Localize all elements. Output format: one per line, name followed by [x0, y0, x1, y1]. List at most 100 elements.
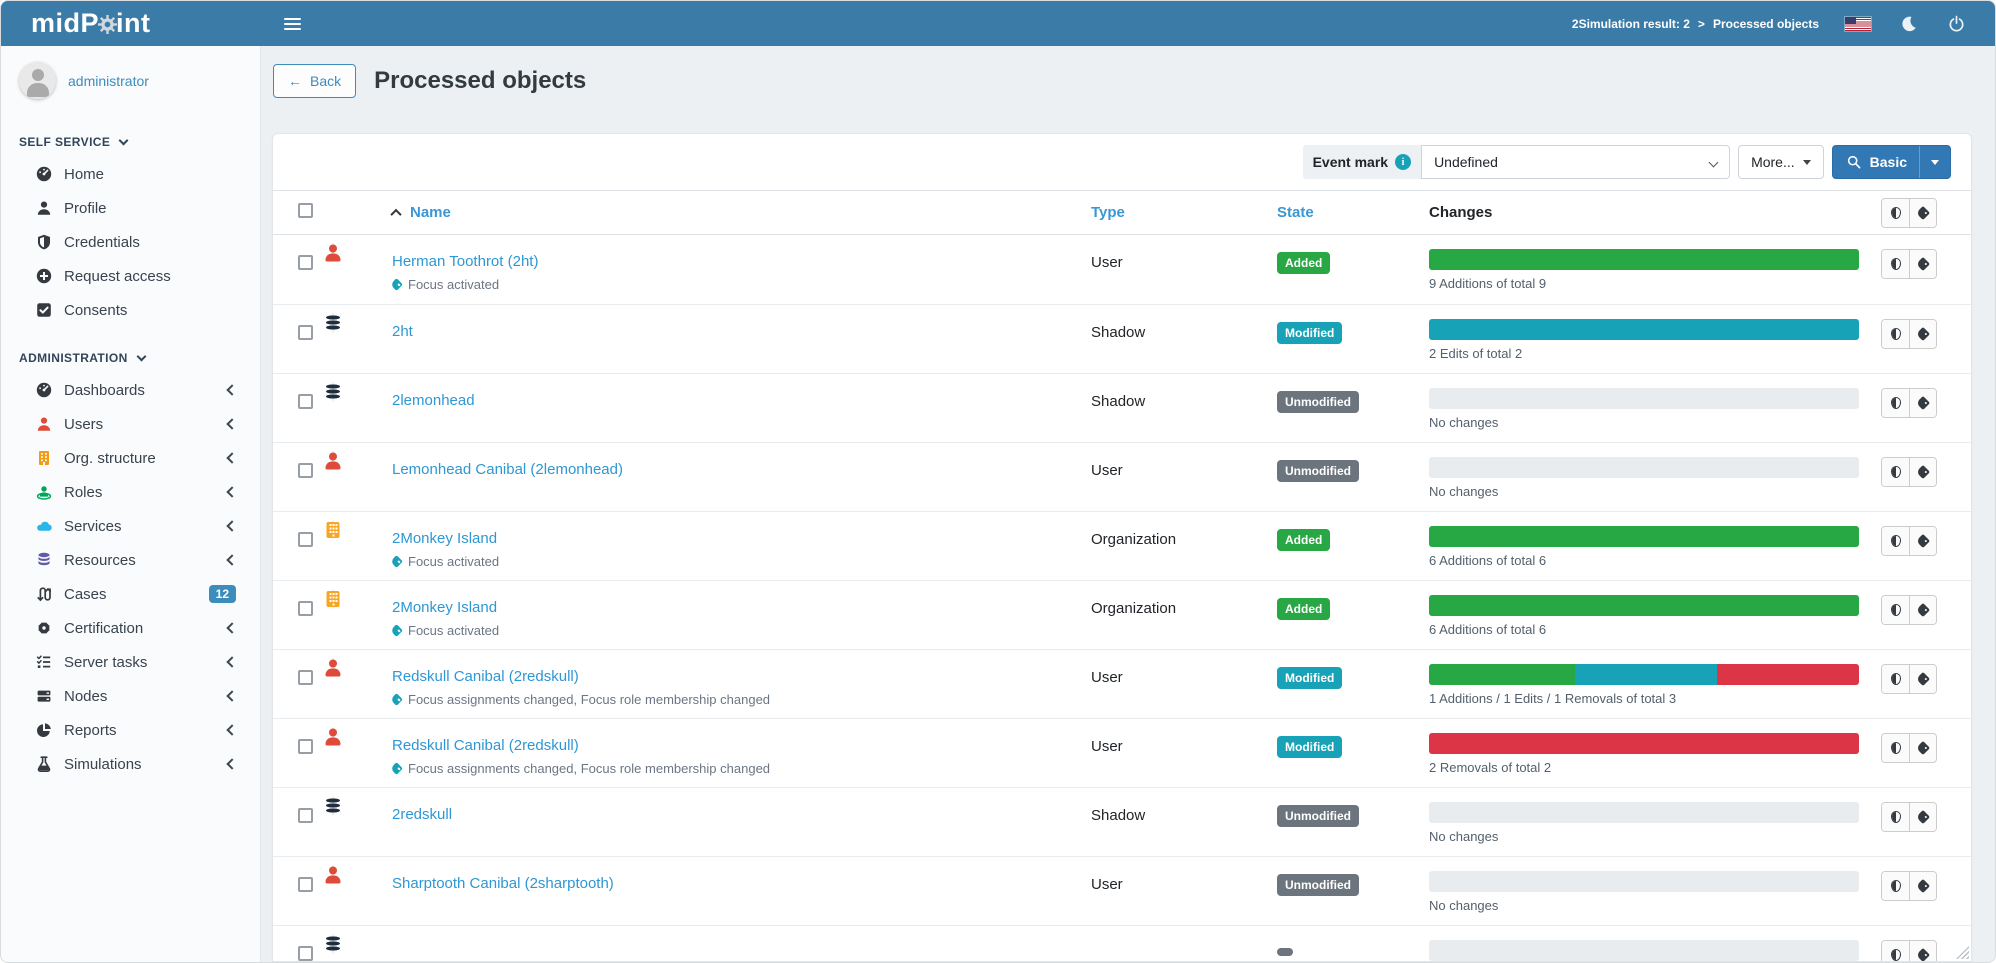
row-checkbox[interactable] [298, 601, 313, 616]
changes-caption: No changes [1429, 415, 1499, 430]
locale-flag-icon[interactable] [1845, 16, 1871, 31]
mark-shield-button[interactable] [1882, 665, 1909, 693]
dark-mode-moon-icon[interactable] [1897, 13, 1919, 35]
sidebar-item-resources[interactable]: Resources [1, 543, 260, 577]
tag-button[interactable] [1909, 665, 1936, 693]
sidebar-item-roles[interactable]: Roles [1, 475, 260, 509]
column-header-state[interactable]: State [1277, 203, 1314, 221]
username-link[interactable]: administrator [68, 72, 149, 89]
sidebar-item-consents[interactable]: Consents [1, 293, 260, 327]
mark-shield-button[interactable] [1882, 734, 1909, 762]
object-name-link[interactable]: 2Monkey Island [392, 599, 498, 616]
sidebar-item-org-structure[interactable]: Org. structure [1, 441, 260, 475]
row-checkbox[interactable] [298, 739, 313, 754]
row-marks: Focus activated [390, 554, 1091, 569]
breadcrumb: 2Simulation result: 2 > Processed object… [1572, 17, 1819, 31]
sidebar-toggle-button[interactable] [269, 1, 315, 46]
row-checkbox[interactable] [298, 394, 313, 409]
mark-shield-button[interactable] [1882, 941, 1909, 961]
object-type-icon [332, 727, 334, 746]
sidebar-item-cases[interactable]: Cases 12 [1, 577, 260, 611]
mark-shield-button[interactable] [1882, 596, 1909, 624]
tag-button[interactable] [1909, 389, 1936, 417]
mark-shield-button[interactable] [1882, 389, 1909, 417]
object-name-link[interactable]: 2redskull [392, 806, 453, 823]
mark-shield-button[interactable] [1882, 250, 1909, 278]
sidebar-item-nodes[interactable]: Nodes [1, 679, 260, 713]
object-name-link[interactable]: Redskull Canibal (2redskull) [392, 737, 579, 754]
logout-power-icon[interactable] [1945, 13, 1967, 35]
back-button[interactable]: ← Back [273, 63, 357, 98]
sidebar-item-credentials[interactable]: Credentials [1, 225, 260, 259]
mark-shield-button[interactable] [1882, 527, 1909, 555]
more-filters-button[interactable]: More... [1738, 145, 1824, 179]
table-row: Lemonhead Canibal (2lemonhead) User Unmo… [273, 442, 1971, 511]
row-checkbox[interactable] [298, 670, 313, 685]
tag-button[interactable] [1909, 198, 1936, 227]
object-name-link[interactable]: 2Monkey Island [392, 530, 498, 547]
event-mark-select[interactable]: Undefined [1421, 145, 1731, 179]
mark-shield-button[interactable] [1882, 320, 1909, 348]
info-icon[interactable]: i [1395, 154, 1412, 170]
mark-shield-icon [1890, 328, 1901, 340]
object-type: User [1091, 738, 1123, 755]
search-button[interactable]: Basic [1833, 154, 1919, 170]
section-header-administration[interactable]: ADMINISTRATION [1, 343, 260, 373]
tag-button[interactable] [1909, 734, 1936, 762]
mark-shield-icon [1890, 258, 1901, 270]
tag-button[interactable] [1909, 527, 1936, 555]
object-type: Shadow [1091, 324, 1146, 341]
row-checkbox[interactable] [298, 877, 313, 892]
tag-button[interactable] [1909, 941, 1936, 961]
mark-shield-button[interactable] [1882, 198, 1909, 227]
sidebar-item-services[interactable]: Services [1, 509, 260, 543]
server-icon [35, 688, 52, 705]
select-all-checkbox[interactable] [298, 202, 313, 218]
logo-text-post: int [116, 8, 151, 38]
breadcrumb-parent-link[interactable]: 2Simulation result: 2 [1571, 16, 1690, 31]
column-header-name[interactable]: Name [390, 204, 1091, 221]
mark-shield-button[interactable] [1882, 872, 1909, 900]
row-checkbox[interactable] [298, 463, 313, 478]
sidebar-item-users[interactable]: Users [1, 407, 260, 441]
mark-shield-icon [1890, 742, 1901, 754]
tag-icon [1915, 602, 1931, 618]
tag-icon [1915, 464, 1931, 480]
row-checkbox[interactable] [298, 946, 313, 961]
section-header-self-service[interactable]: SELF SERVICE [1, 127, 260, 157]
mark-shield-button[interactable] [1882, 458, 1909, 486]
object-name-link[interactable]: Sharptooth Canibal (2sharptooth) [392, 875, 614, 892]
tag-button[interactable] [1909, 320, 1936, 348]
tag-button[interactable] [1909, 250, 1936, 278]
object-type: Shadow [1091, 807, 1146, 824]
sidebar-item-home[interactable]: Home [1, 157, 260, 191]
tag-button[interactable] [1909, 872, 1936, 900]
sidebar-item-profile[interactable]: Profile [1, 191, 260, 225]
column-header-type[interactable]: Type [1091, 203, 1125, 221]
object-name-link[interactable]: Lemonhead Canibal (2lemonhead) [392, 461, 623, 478]
row-checkbox[interactable] [298, 255, 313, 270]
sidebar-item-server-tasks[interactable]: Server tasks [1, 645, 260, 679]
chevron-left-icon [226, 384, 238, 396]
object-name-link[interactable]: 2ht [392, 323, 413, 340]
sidebar-item-dashboards[interactable]: Dashboards [1, 373, 260, 407]
row-checkbox[interactable] [298, 808, 313, 823]
row-checkbox[interactable] [298, 325, 313, 340]
sidebar-item-reports[interactable]: Reports [1, 713, 260, 747]
object-name-link[interactable]: Redskull Canibal (2redskull) [392, 668, 579, 685]
search-mode-dropdown-toggle[interactable] [1919, 146, 1950, 178]
tag-button[interactable] [1909, 458, 1936, 486]
sidebar-item-simulations[interactable]: Simulations [1, 747, 260, 781]
object-type [1091, 926, 1277, 945]
table-body: Herman Toothrot (2ht) Focus activated Us… [273, 235, 1971, 961]
sidebar-item-request-access[interactable]: Request access [1, 259, 260, 293]
tag-button[interactable] [1909, 803, 1936, 831]
object-name-link[interactable]: 2lemonhead [392, 392, 475, 409]
object-name-link[interactable]: Herman Toothrot (2ht) [392, 253, 539, 270]
sidebar-item-certification[interactable]: Certification [1, 611, 260, 645]
mark-shield-button[interactable] [1882, 803, 1909, 831]
tag-button[interactable] [1909, 596, 1936, 624]
tag-icon [1915, 205, 1931, 220]
row-checkbox[interactable] [298, 532, 313, 547]
app-logo[interactable]: midP int [1, 8, 261, 39]
